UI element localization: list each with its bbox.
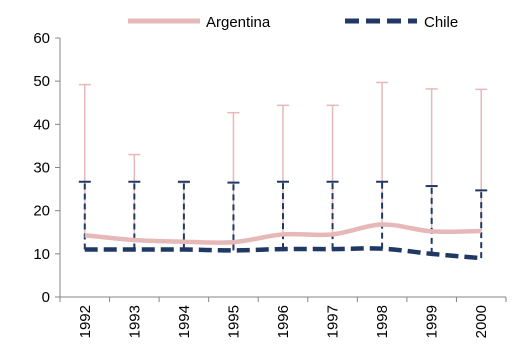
x-tick-label: 1995: [225, 305, 242, 338]
y-tick-label: 60: [33, 30, 50, 47]
y-tick-label: 50: [33, 73, 50, 90]
legend-label-chile: Chile: [424, 14, 458, 31]
x-tick-label: 1998: [374, 305, 391, 338]
legend-label-argentina: Argentina: [206, 14, 271, 31]
y-tick-label: 30: [33, 160, 50, 177]
y-axis: 0 10 20 30 40 50 60: [33, 30, 61, 306]
y-tick-label: 10: [33, 246, 50, 263]
x-tick-label: 1992: [77, 305, 94, 338]
series-line-chile: [84, 246, 482, 261]
x-tick-label: 1994: [176, 305, 193, 338]
x-tick-label: 1996: [275, 305, 292, 338]
x-tick-label: 1993: [126, 305, 143, 338]
x-axis: 1992 1993 1994 1995 1996 1997 1998 1999 2000: [59, 296, 507, 338]
legend: Argentina Chile: [128, 14, 458, 31]
x-tick-label: 1997: [325, 305, 342, 338]
series-lines: [84, 222, 482, 261]
error-bars: [78, 81, 488, 259]
y-tick-label: 40: [33, 116, 50, 133]
y-tick-label: 20: [33, 203, 50, 220]
x-tick-label: 1999: [424, 305, 441, 338]
y-tick-label: 0: [42, 289, 50, 306]
series-line-argentina: [84, 222, 482, 245]
x-tick-label: 2000: [473, 305, 490, 338]
